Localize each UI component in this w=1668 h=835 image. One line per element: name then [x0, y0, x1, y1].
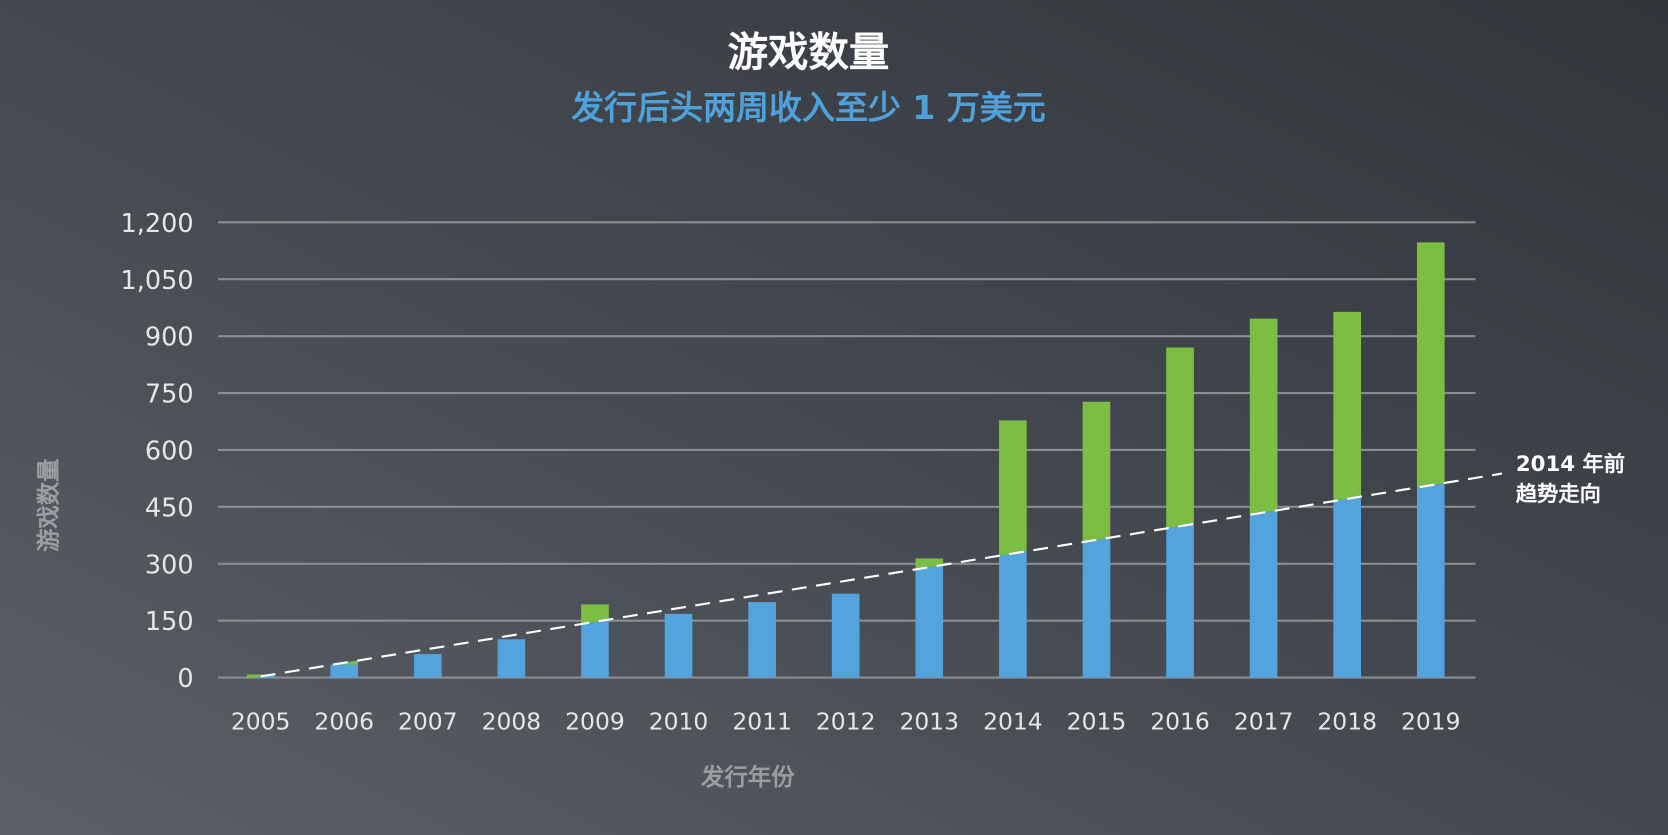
- bar-above-trend-part-2017: [1249, 318, 1278, 515]
- chart-subtitle: 发行后头两周收入至少 1 万美元: [571, 88, 1046, 127]
- bar-trend-part-2014: [999, 551, 1027, 678]
- x-tick-label: 2006: [314, 708, 374, 736]
- x-tick-label: 2013: [900, 708, 960, 736]
- x-tick-label: 2015: [1067, 708, 1127, 736]
- bar-above-trend-part-2016: [1166, 347, 1194, 529]
- bar-trend-part-2013: [915, 564, 944, 678]
- y-tick-label: 300: [145, 550, 194, 580]
- x-tick-label: 2018: [1317, 708, 1377, 736]
- y-tick-label: 150: [145, 607, 194, 637]
- bar-trend-part-2015: [1082, 537, 1111, 678]
- x-tick-label: 2008: [482, 708, 542, 736]
- trend-label-line2: 趋势走向: [1516, 481, 1601, 507]
- x-tick-label: 2019: [1401, 708, 1461, 736]
- bar-2011: [748, 602, 776, 678]
- x-axis-label: 发行年份: [700, 763, 795, 791]
- y-tick-label: 0: [177, 664, 193, 694]
- x-tick-label: 2009: [565, 708, 625, 736]
- y-tick-label: 1,050: [121, 266, 194, 296]
- bar-trend-part-2017: [1249, 510, 1278, 678]
- x-tick-label: 2007: [398, 708, 458, 736]
- bar-trend-part-2019: [1416, 482, 1445, 678]
- trend-line: [260, 472, 1503, 678]
- bar-above-trend-part-2019: [1416, 242, 1445, 488]
- bar-above-trend-part-2009: [581, 604, 609, 625]
- bar-2012: [831, 593, 860, 678]
- y-tick-label: 900: [145, 323, 194, 353]
- bar-trend-part-2016: [1166, 523, 1194, 678]
- y-tick-label: 600: [145, 437, 194, 467]
- x-tick-label: 2010: [649, 708, 709, 736]
- x-tick-label: 2014: [983, 708, 1043, 736]
- x-tick-labels: 2005 2006 2007 2008 2009 2010 2011 2012 2013 2014…: [231, 708, 1461, 736]
- bar-trend-part-2018: [1333, 496, 1362, 678]
- y-tick-label: 450: [145, 493, 194, 523]
- bars: [246, 242, 1445, 679]
- bar-above-trend-part-2013: [915, 558, 944, 570]
- y-tick-label: 1,200: [121, 209, 194, 239]
- bar-2010: [664, 613, 693, 678]
- y-axis-label: 游戏数量: [34, 458, 62, 552]
- x-tick-label: 2017: [1234, 708, 1294, 736]
- x-tick-label: 2012: [816, 708, 876, 736]
- y-tick-label: 750: [145, 380, 194, 410]
- x-tick-label: 2005: [231, 708, 291, 736]
- bar-2007: [413, 654, 442, 678]
- bar-above-trend-part-2015: [1082, 401, 1111, 543]
- bar-above-trend-part-2018: [1333, 311, 1362, 502]
- x-tick-label: 2011: [732, 708, 792, 736]
- bar-trend-part-2009: [581, 619, 609, 678]
- y-tick-labels: 0 150 300 450 600 750 900 1,050 1,200: [121, 209, 194, 694]
- x-tick-label: 2016: [1150, 708, 1210, 736]
- chart-title: 游戏数量: [728, 28, 890, 76]
- trend-label-line1: 2014 年前: [1516, 451, 1625, 477]
- bar-2008: [497, 639, 526, 678]
- bar-above-trend-part-2014: [999, 420, 1027, 556]
